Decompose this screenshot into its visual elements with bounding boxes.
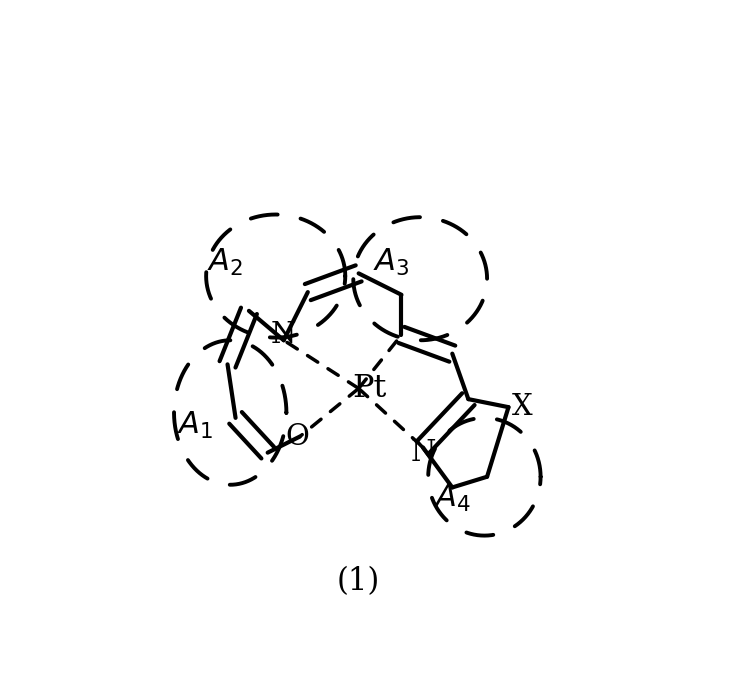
Text: $A_2$: $A_2$ xyxy=(207,247,243,278)
Text: $A_1$: $A_1$ xyxy=(177,410,214,441)
Text: $A_4$: $A_4$ xyxy=(434,482,471,514)
Text: X: X xyxy=(511,393,532,421)
Text: Pt: Pt xyxy=(352,373,387,404)
Text: (1): (1) xyxy=(337,566,381,596)
Text: N: N xyxy=(271,321,296,349)
Text: O: O xyxy=(285,423,309,450)
Text: N: N xyxy=(410,439,435,466)
Text: $A_3$: $A_3$ xyxy=(372,247,409,278)
